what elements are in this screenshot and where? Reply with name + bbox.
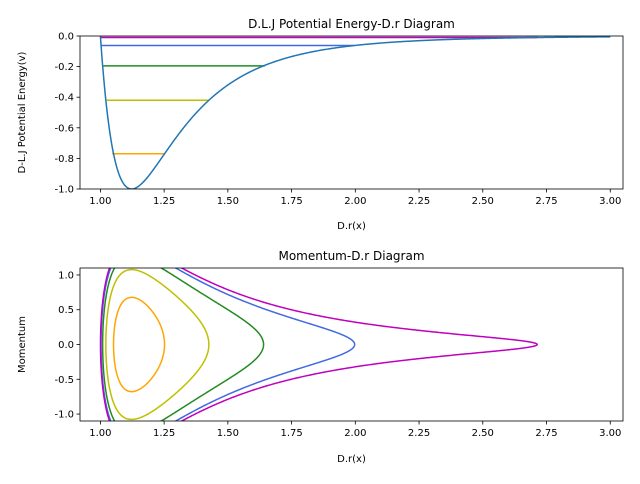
potential-x-tick-label: 3.00 xyxy=(599,196,621,207)
momentum-x-tick-label: 2.00 xyxy=(344,428,366,439)
potential-x-tick-label: 1.50 xyxy=(217,196,239,207)
potential-curve xyxy=(99,36,611,189)
momentum-x-tick-label: 1.00 xyxy=(89,428,111,439)
momentum-y-tick-label: 0.0 xyxy=(58,340,74,351)
potential-axes-frame xyxy=(79,35,624,190)
potential-x-axis-label: D.r(x) xyxy=(337,221,366,232)
potential-x-tick-label: 1.75 xyxy=(280,196,302,207)
momentum-x-tick-label: 2.25 xyxy=(408,428,430,439)
momentum-x-axis-label: D.r(x) xyxy=(337,454,366,465)
potential-y-tick-label: 0.0 xyxy=(58,32,74,43)
potential-x-tick-label: 2.25 xyxy=(408,196,430,207)
momentum-ticks: 1.00 1.25 1.50 1.75 2.00 2.25 2.50 2.75 3.00 -1.0… xyxy=(54,270,621,439)
momentum-x-tick-label: 2.50 xyxy=(472,428,494,439)
momentum-axes: Momentum-D.r Diagram 1.00 1.25 1.50 1.75 2.0… xyxy=(17,249,624,465)
momentum-plot-area xyxy=(99,268,538,421)
potential-x-tick-label: 1.00 xyxy=(89,196,111,207)
momentum-y-tick-label: -1.0 xyxy=(54,410,74,421)
momentum-orbit-4 xyxy=(100,268,356,421)
potential-ticks: 1.00 1.25 1.50 1.75 2.00 2.25 2.50 2.75 3.00 -1.0… xyxy=(54,32,621,208)
momentum-orbit-1 xyxy=(112,296,166,393)
momentum-y-tick-label: -0.5 xyxy=(54,375,74,386)
potential-energy-axes: D.L.J Potential Energy-D.r Diagram 1.00 1… xyxy=(17,17,624,232)
potential-x-tick-label: 2.00 xyxy=(344,196,366,207)
momentum-x-tick-label: 2.75 xyxy=(535,428,557,439)
potential-chart-title: D.L.J Potential Energy-D.r Diagram xyxy=(248,17,455,31)
potential-series xyxy=(99,36,611,189)
momentum-orbit-3 xyxy=(101,268,265,421)
momentum-orbit-2 xyxy=(105,268,210,421)
potential-y-tick-label: -0.2 xyxy=(54,62,74,73)
momentum-chart-title: Momentum-D.r Diagram xyxy=(278,249,424,263)
momentum-x-tick-label: 1.50 xyxy=(217,428,239,439)
momentum-y-axis-label: Momentum xyxy=(17,316,28,373)
momentum-series xyxy=(99,268,538,421)
potential-x-tick-label: 2.50 xyxy=(472,196,494,207)
potential-y-axis-label: D-L.J Potential Energy(v) xyxy=(17,51,28,173)
momentum-orbit-5 xyxy=(99,268,538,421)
potential-y-tick-label: -0.4 xyxy=(54,93,74,104)
potential-y-tick-label: -1.0 xyxy=(54,185,74,196)
potential-x-tick-label: 2.75 xyxy=(535,196,557,207)
potential-y-tick-label: -0.6 xyxy=(54,123,74,134)
momentum-y-tick-label: 1.0 xyxy=(58,270,74,281)
momentum-x-tick-label: 1.25 xyxy=(153,428,175,439)
momentum-x-tick-label: 3.00 xyxy=(599,428,621,439)
potential-plot-area xyxy=(99,36,611,189)
momentum-y-tick-label: 0.5 xyxy=(58,305,74,316)
momentum-x-tick-label: 1.75 xyxy=(280,428,302,439)
potential-x-tick-label: 1.25 xyxy=(153,196,175,207)
potential-y-tick-label: -0.8 xyxy=(54,154,74,165)
